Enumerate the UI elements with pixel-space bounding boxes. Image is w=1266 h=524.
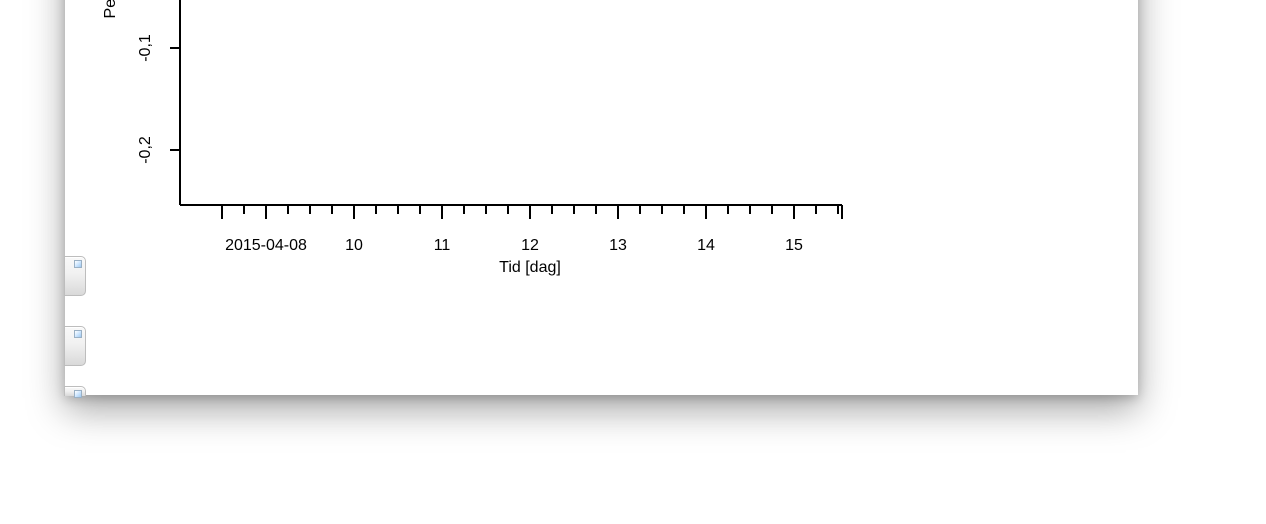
x-tick-label: 10 [345, 237, 363, 254]
y-ticks: -0,1 -0,2 [137, 34, 180, 164]
background-tab-stub-partial[interactable] [64, 386, 86, 396]
y-tick-label: -0,1 [137, 34, 154, 62]
x-tick-label: 12 [521, 237, 539, 254]
x-minor-ticks [244, 205, 838, 214]
file-icon [74, 330, 82, 338]
x-axis-title: Tid [dag] [499, 259, 561, 276]
x-tick-label: 2015-04-08 [225, 237, 307, 254]
file-icon [74, 390, 82, 398]
background-tab-stub[interactable] [64, 256, 86, 296]
file-icon [74, 260, 82, 268]
y-axis-title-fragment: Per [102, 0, 119, 18]
y-tick-label: -0,2 [137, 136, 154, 164]
chart-axes: -0,1 -0,2 Per 2015-04-08 10 11 12 13 14 … [0, 0, 1266, 524]
x-tick-label: 15 [785, 237, 803, 254]
page-root: -0,1 -0,2 Per 2015-04-08 10 11 12 13 14 … [0, 0, 1266, 524]
x-tick-label: 13 [609, 237, 627, 254]
x-tick-label: 11 [434, 237, 451, 254]
x-tick-label: 14 [697, 237, 715, 254]
background-tab-stub[interactable] [64, 326, 86, 366]
